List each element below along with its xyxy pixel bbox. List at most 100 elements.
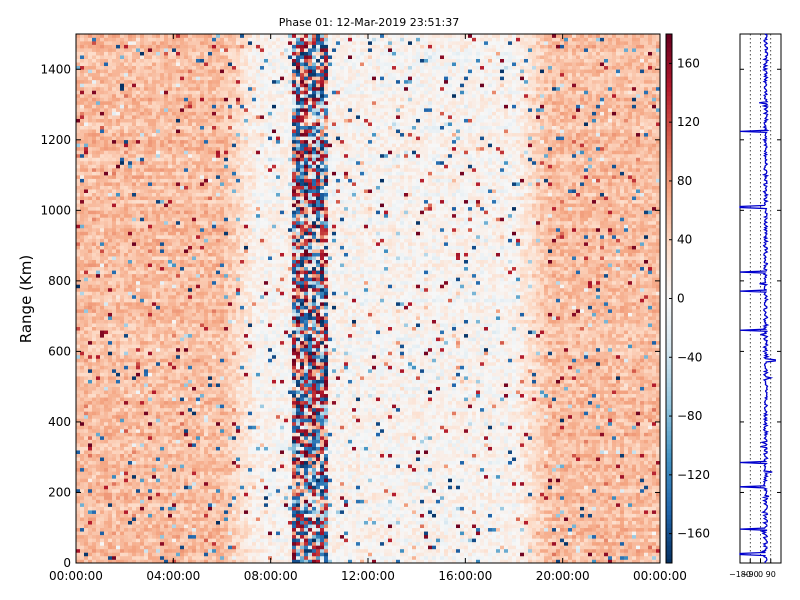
heatmap-cell: [84, 83, 88, 87]
heatmap-cell: [80, 288, 84, 292]
heatmap-cell: [112, 217, 116, 221]
heatmap-cell: [148, 235, 152, 239]
heatmap-cell: [128, 531, 132, 535]
heatmap-cell: [92, 126, 96, 130]
heatmap-cell: [132, 369, 136, 373]
heatmap-cell: [84, 239, 88, 243]
heatmap-cell: [156, 556, 160, 560]
heatmap-cell: [80, 507, 84, 511]
heatmap-cell: [76, 274, 80, 278]
heatmap-cell: [124, 203, 128, 207]
heatmap-cell: [136, 175, 140, 179]
heatmap-cell: [84, 344, 88, 348]
heatmap-cell: [116, 436, 120, 440]
heatmap-cell: [116, 122, 120, 126]
heatmap-cell: [80, 538, 84, 542]
heatmap-cell: [144, 478, 148, 482]
heatmap-cell: [128, 510, 132, 514]
heatmap-cell: [152, 284, 156, 288]
heatmap-cell: [148, 260, 152, 264]
heatmap-cell: [132, 295, 136, 299]
heatmap-cell: [128, 291, 132, 295]
heatmap-cell: [108, 394, 112, 398]
heatmap-cell: [112, 330, 116, 334]
heatmap-cell: [136, 150, 140, 154]
heatmap-cell: [124, 542, 128, 546]
heatmap-cell: [152, 172, 156, 176]
heatmap-cell: [128, 48, 132, 52]
heatmap-cell: [92, 200, 96, 204]
heatmap-cell: [80, 281, 84, 285]
heatmap-cell: [80, 362, 84, 366]
heatmap-cell: [152, 94, 156, 98]
heatmap-cell: [132, 478, 136, 482]
heatmap-cell: [128, 193, 132, 197]
heatmap-cell: [140, 38, 144, 42]
heatmap-cell: [84, 87, 88, 91]
heatmap-cell: [80, 443, 84, 447]
heatmap-cell: [128, 189, 132, 193]
heatmap-cell: [96, 143, 100, 147]
heatmap-cell: [120, 260, 124, 264]
heatmap-cell: [96, 172, 100, 176]
heatmap-cell: [120, 140, 124, 144]
heatmap-cell: [120, 59, 124, 63]
heatmap-cell: [108, 87, 112, 91]
heatmap-cell: [128, 485, 132, 489]
heatmap-cell: [92, 366, 96, 370]
heatmap-cell: [132, 263, 136, 267]
heatmap-cell: [124, 309, 128, 313]
heatmap-cell: [144, 422, 148, 426]
heatmap-cell: [116, 59, 120, 63]
heatmap-cell: [128, 450, 132, 454]
heatmap-cell: [92, 411, 96, 415]
heatmap-cell: [128, 415, 132, 419]
heatmap-cell: [128, 186, 132, 190]
heatmap-cell: [84, 531, 88, 535]
heatmap-cell: [144, 150, 148, 154]
heatmap-cell: [104, 288, 108, 292]
heatmap-cell: [100, 34, 104, 38]
heatmap-cell: [156, 337, 160, 341]
heatmap-cell: [140, 101, 144, 105]
heatmap-cell: [152, 482, 156, 486]
heatmap-cell: [104, 196, 108, 200]
heatmap-cell: [152, 231, 156, 235]
heatmap-cell: [136, 196, 140, 200]
heatmap-cell: [120, 214, 124, 218]
heatmap-cell: [156, 175, 160, 179]
heatmap-cell: [112, 101, 116, 105]
heatmap-cell: [76, 108, 80, 112]
heatmap-cell: [156, 203, 160, 207]
heatmap-cell: [144, 337, 148, 341]
heatmap-cell: [144, 214, 148, 218]
heatmap-cell: [88, 461, 92, 465]
heatmap-cell: [136, 164, 140, 168]
heatmap-cell: [156, 330, 160, 334]
heatmap-cell: [156, 496, 160, 500]
heatmap-cell: [76, 383, 80, 387]
heatmap-cell: [152, 306, 156, 310]
heatmap-cell: [148, 291, 152, 295]
heatmap-cell: [108, 351, 112, 355]
heatmap-cell: [80, 394, 84, 398]
heatmap-cell: [88, 337, 92, 341]
heatmap-cell: [156, 295, 160, 299]
heatmap-cell: [152, 394, 156, 398]
heatmap-cell: [156, 200, 160, 204]
heatmap-cell: [152, 380, 156, 384]
heatmap-cell: [100, 425, 104, 429]
heatmap-cell: [92, 355, 96, 359]
heatmap-cell: [88, 41, 92, 45]
heatmap-cell: [156, 422, 160, 426]
heatmap-cell: [96, 115, 100, 119]
heatmap-cell: [124, 172, 128, 176]
heatmap-cell: [144, 549, 148, 553]
heatmap-cell: [100, 489, 104, 493]
heatmap-cell: [140, 492, 144, 496]
heatmap-cell: [120, 401, 124, 405]
heatmap-cell: [108, 274, 112, 278]
heatmap-cell: [152, 270, 156, 274]
heatmap-cell: [116, 387, 120, 391]
heatmap-cell: [76, 327, 80, 331]
